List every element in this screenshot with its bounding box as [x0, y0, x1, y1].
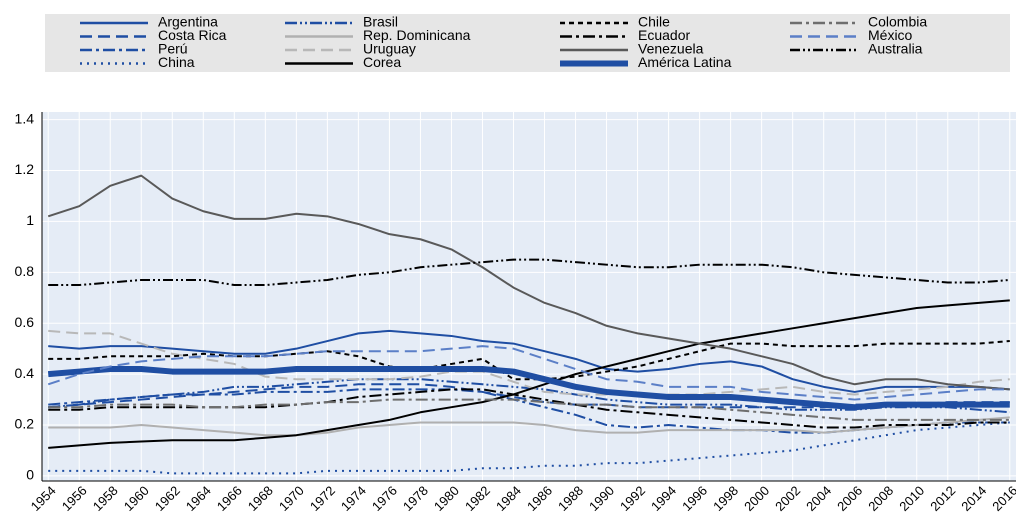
- series-line: [47, 366, 1010, 411]
- x-tick-label: 1994: [648, 483, 679, 514]
- y-tick-label: 1: [26, 212, 34, 228]
- x-tick-label: 1964: [183, 483, 214, 514]
- legend-label: Venezuela: [638, 41, 704, 57]
- legend-label: Costa Rica: [158, 27, 227, 43]
- x-tick-label: 1982: [462, 483, 493, 514]
- legend-label: Ecuador: [638, 27, 690, 43]
- x-tick-label: 1976: [369, 483, 400, 514]
- legend-background: [45, 14, 1010, 72]
- x-tick-label: 1992: [617, 483, 648, 514]
- plot-area: [42, 112, 1016, 481]
- legend-label: Corea: [363, 54, 401, 70]
- legend-label: Rep. Dominicana: [363, 27, 471, 43]
- x-tick-label: 2002: [772, 483, 803, 514]
- x-tick-label: 2012: [927, 483, 958, 514]
- series-line: [48, 416, 1010, 437]
- x-tick-label: 1978: [400, 483, 431, 514]
- series-line: [48, 329, 1010, 396]
- series-line: [48, 299, 1010, 449]
- series-line: [48, 340, 1010, 381]
- y-tick-label: 0.6: [15, 314, 35, 330]
- x-tick-label: 2014: [958, 483, 989, 514]
- legend-label: América Latina: [638, 54, 732, 70]
- y-tick-label: 0: [26, 467, 34, 483]
- x-tick-label: 1990: [586, 483, 617, 514]
- x-tick-label: 1972: [307, 483, 338, 514]
- legend-label: Chile: [638, 14, 670, 30]
- x-tick-label: 1954: [28, 483, 59, 514]
- x-tick-label: 2004: [803, 483, 834, 514]
- x-tick-label: 1968: [245, 483, 276, 514]
- legend-label: China: [158, 54, 195, 70]
- x-tick-label: 1958: [90, 483, 121, 514]
- x-tick-label: 2008: [865, 483, 896, 514]
- legend-label: México: [868, 27, 913, 43]
- x-tick-label: 2006: [834, 483, 865, 514]
- x-tick-label: 1980: [431, 483, 462, 514]
- y-tick-label: 0.4: [15, 365, 35, 381]
- legend-label: Perú: [158, 41, 188, 57]
- x-tick-label: 1956: [59, 483, 90, 514]
- y-tick-label: 1.2: [15, 161, 35, 177]
- legend-label: Australia: [868, 41, 923, 57]
- series-line: [47, 345, 1010, 401]
- x-tick-label: 1960: [121, 483, 152, 514]
- y-tick-label: 0.2: [15, 416, 35, 432]
- legend-label: Argentina: [158, 14, 218, 30]
- x-tick-label: 2000: [741, 483, 772, 514]
- x-tick-label: 1986: [524, 483, 555, 514]
- series-line: [48, 329, 1010, 393]
- x-tick-label: 1974: [338, 483, 369, 514]
- x-tick-label: 1998: [710, 483, 741, 514]
- y-tick-label: 0.8: [15, 263, 35, 279]
- legend-label: Brasil: [363, 14, 398, 30]
- x-tick-label: 1996: [679, 483, 710, 514]
- series-line: [47, 174, 1010, 391]
- x-tick-label: 1988: [555, 483, 586, 514]
- legend-label: Colombia: [868, 14, 927, 30]
- x-tick-label: 1970: [276, 483, 307, 514]
- legend-label: Uruguay: [363, 41, 416, 57]
- x-tick-label: 2016: [989, 483, 1016, 514]
- x-tick-label: 2010: [896, 483, 927, 514]
- x-tick-label: 1984: [493, 483, 524, 514]
- y-tick-label: 1.4: [15, 110, 35, 126]
- x-tick-label: 1962: [152, 483, 183, 514]
- x-tick-label: 1966: [214, 483, 245, 514]
